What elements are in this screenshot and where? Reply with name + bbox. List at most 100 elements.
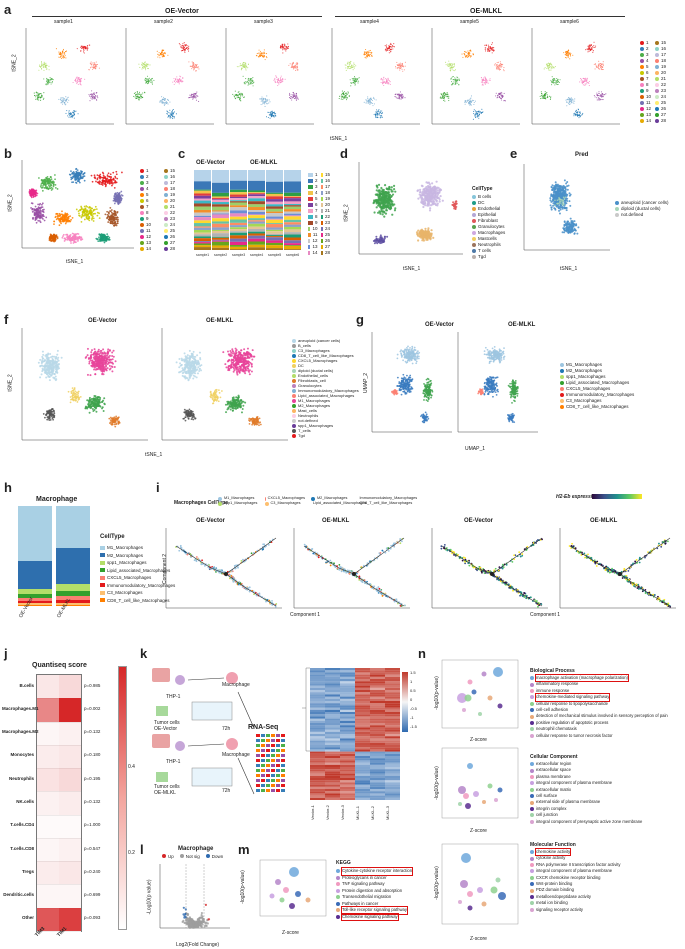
point — [292, 67, 295, 69]
point — [243, 96, 245, 98]
point — [73, 240, 75, 243]
point — [588, 85, 590, 87]
point — [380, 82, 382, 84]
point — [236, 97, 238, 99]
c-bar-segment — [248, 198, 265, 202]
point — [367, 54, 369, 57]
point — [171, 111, 173, 114]
point — [64, 215, 67, 218]
point — [257, 52, 259, 54]
point — [375, 193, 378, 196]
legend-label: 1 — [646, 40, 649, 45]
c-bar-segment — [230, 207, 247, 211]
legend-label: 10 — [646, 94, 652, 99]
point — [94, 97, 96, 100]
point — [575, 110, 577, 112]
legend-swatch — [164, 205, 168, 209]
legend-label: 20 — [170, 198, 176, 203]
point — [79, 238, 82, 241]
point — [42, 67, 44, 69]
point — [481, 81, 484, 83]
point — [171, 112, 173, 114]
c-bar-segment — [194, 223, 211, 227]
legend-label: 11 — [146, 228, 151, 233]
point — [567, 52, 569, 55]
a-group-line-left — [32, 16, 322, 17]
point — [163, 96, 165, 98]
point — [171, 109, 174, 111]
point — [86, 205, 89, 208]
point — [175, 80, 178, 83]
point — [243, 64, 245, 66]
a-cluster — [593, 91, 607, 101]
point — [76, 77, 78, 79]
point — [145, 77, 147, 80]
point — [53, 174, 56, 176]
point — [191, 61, 193, 63]
point — [350, 85, 352, 87]
point — [267, 100, 269, 102]
point — [404, 65, 406, 67]
c-bar-segment — [284, 245, 301, 246]
point — [90, 66, 92, 68]
point — [96, 214, 99, 217]
legend-label: 2 — [146, 174, 149, 179]
a-tsne-plot — [125, 28, 214, 125]
point — [259, 55, 261, 57]
point — [241, 63, 243, 65]
point — [342, 93, 344, 95]
point — [589, 45, 591, 48]
point — [240, 100, 242, 102]
legend-swatch — [140, 217, 144, 221]
point — [294, 94, 296, 96]
point — [193, 96, 196, 98]
point — [381, 213, 384, 216]
point — [270, 112, 272, 114]
a-tsne-plot — [225, 28, 314, 125]
point — [187, 46, 189, 48]
point — [350, 82, 352, 84]
point — [62, 214, 65, 217]
point — [71, 115, 73, 117]
c-bar-segment — [212, 230, 229, 234]
legend-item: 8 — [140, 210, 156, 216]
a-sample-title: sample5 — [460, 19, 479, 25]
point — [193, 92, 195, 94]
point — [496, 97, 498, 99]
point — [261, 53, 263, 55]
a-cluster — [373, 109, 383, 119]
point — [476, 113, 479, 115]
a-cluster — [349, 76, 360, 87]
point — [167, 99, 169, 101]
point — [499, 68, 501, 70]
a-cluster — [394, 91, 406, 100]
point — [40, 99, 42, 101]
point — [474, 113, 476, 116]
c-bar-segment — [266, 223, 283, 225]
point — [383, 79, 385, 81]
point — [367, 51, 369, 53]
point — [40, 179, 43, 181]
point — [354, 80, 356, 82]
point — [467, 56, 469, 59]
point — [443, 97, 445, 99]
legend-item: 18 — [655, 58, 666, 64]
legend-label: 27 — [170, 240, 176, 245]
point — [105, 179, 107, 182]
point — [94, 67, 96, 69]
point — [240, 92, 242, 94]
point — [249, 79, 251, 81]
legend-swatch — [308, 215, 313, 219]
point — [72, 173, 75, 175]
point — [241, 68, 243, 70]
point — [291, 93, 293, 96]
point — [551, 76, 553, 78]
point — [592, 51, 594, 53]
legend-swatch — [640, 113, 644, 117]
point — [48, 69, 50, 71]
point — [501, 64, 503, 66]
point — [71, 216, 74, 219]
legend-item: 20 — [655, 70, 666, 76]
point — [372, 105, 374, 107]
point — [120, 198, 123, 201]
